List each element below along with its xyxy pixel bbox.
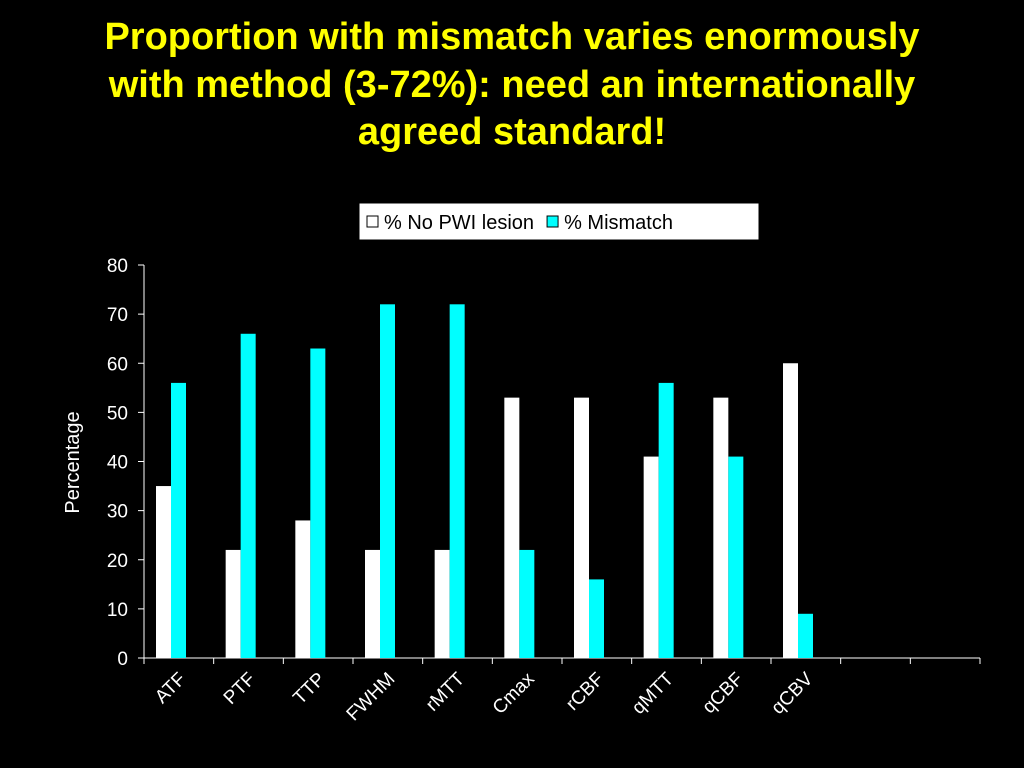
title-line-3: agreed standard! — [357, 111, 667, 153]
y-tick-label: 50 — [107, 403, 128, 424]
bar-mismatch-fwhm — [380, 304, 395, 658]
x-tick-label: PTF — [220, 669, 260, 709]
legend-swatch — [546, 215, 559, 228]
bar-no-pwi-rcbf — [574, 397, 589, 658]
title-line-1: Proportion with mismatch varies enormous… — [104, 16, 920, 58]
legend-label: % No PWI lesion — [384, 212, 534, 234]
y-tick-label: 20 — [107, 551, 128, 572]
x-tick-label: qCBF — [699, 669, 748, 718]
y-axis-title: Percentage — [62, 411, 84, 513]
x-tick-label: qCBV — [767, 668, 817, 718]
y-tick-label: 80 — [107, 256, 128, 277]
bar-mismatch-ptf — [240, 333, 256, 658]
x-tick-label: TTP — [289, 669, 329, 709]
bar-no-pwi-atf — [156, 486, 171, 658]
bar-no-pwi-ttp — [295, 520, 311, 658]
title-line-2: with method (3-72%): need an internation… — [108, 63, 916, 106]
bar-mismatch-rcbf — [589, 579, 604, 658]
bar-no-pwi-qcbv — [783, 363, 798, 658]
legend-label: % Mismatch — [564, 212, 673, 234]
bar-no-pwi-qcbf — [713, 397, 729, 658]
x-tick-label: ATF — [151, 669, 190, 708]
bar-no-pwi-qmtt — [643, 456, 659, 658]
x-tick-label: Cmax — [489, 668, 539, 718]
bar-mismatch-qcbf — [728, 456, 744, 658]
bar-mismatch-atf — [171, 382, 186, 658]
bar-no-pwi-ptf — [225, 549, 241, 658]
y-tick-label: 10 — [107, 600, 128, 621]
bar-mismatch-cmax — [519, 549, 535, 658]
y-tick-label: 70 — [107, 305, 128, 326]
y-tick-label: 60 — [107, 354, 128, 375]
x-tick-label: qMTT — [628, 668, 678, 718]
legend-swatch — [366, 215, 379, 228]
chart-axes — [138, 264, 981, 664]
y-tick-label: 0 — [117, 649, 128, 670]
x-tick-label: FWHM — [343, 669, 400, 726]
x-tick-label: rCBF — [562, 669, 608, 715]
chart-legend: % No PWI lesion % Mismatch — [358, 202, 760, 241]
bar-mismatch-ttp — [310, 348, 326, 658]
bar-no-pwi-cmax — [504, 397, 520, 658]
slide-title: Proportion with mismatch varies enormous… — [10, 14, 1014, 157]
y-tick-label: 40 — [107, 453, 128, 474]
legend-box — [358, 202, 760, 241]
bar-no-pwi-rmtt — [434, 549, 450, 658]
bar-mismatch-qmtt — [658, 382, 674, 658]
bar-mismatch-rmtt — [449, 304, 465, 658]
bar-mismatch-qcbv — [798, 613, 813, 658]
chart-bars — [156, 304, 813, 658]
bar-no-pwi-fwhm — [365, 549, 380, 658]
y-tick-label: 30 — [107, 502, 128, 523]
x-tick-label: rMTT — [422, 668, 469, 715]
